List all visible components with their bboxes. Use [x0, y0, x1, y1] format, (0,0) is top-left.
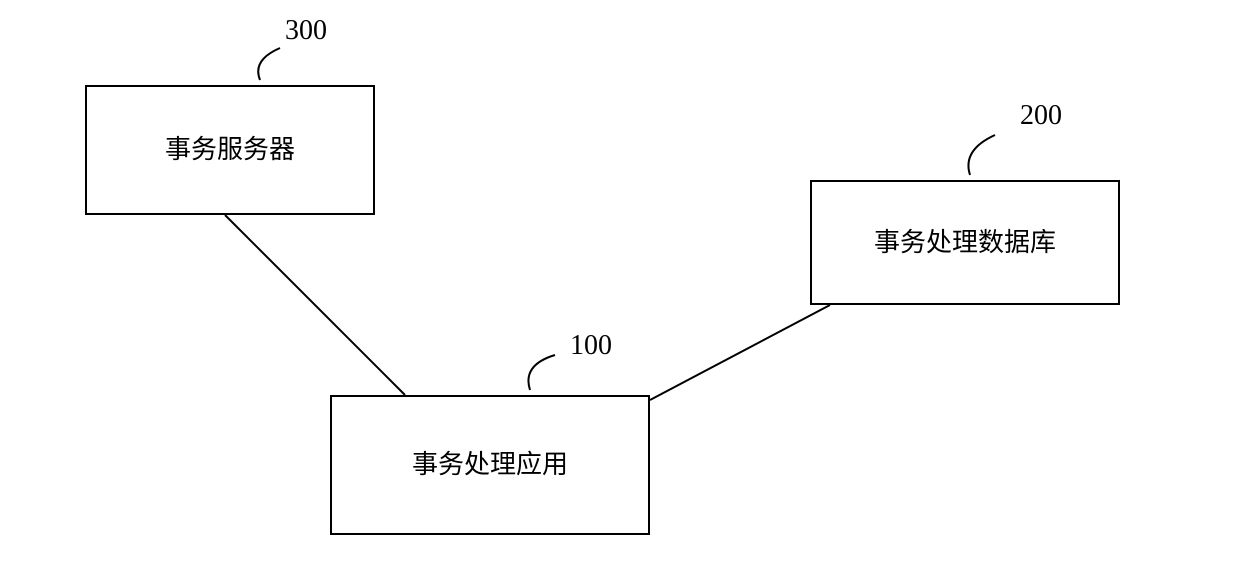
node-server-label: 事务服务器	[165, 134, 295, 165]
node-app-label: 事务处理应用	[412, 449, 568, 480]
node-database: 事务处理数据库	[810, 180, 1120, 305]
ref-connector-200	[968, 135, 995, 175]
node-app: 事务处理应用	[330, 395, 650, 535]
node-server: 事务服务器	[85, 85, 375, 215]
node-database-label: 事务处理数据库	[874, 227, 1056, 258]
ref-number-200: 200	[1020, 100, 1062, 132]
ref-number-100: 100	[570, 330, 612, 362]
edge-app-database	[650, 305, 830, 400]
ref-connector-300	[258, 48, 280, 80]
ref-connector-100	[528, 355, 555, 390]
edge-server-app	[225, 215, 405, 395]
diagram-container: 事务服务器 300 事务处理数据库 200 事务处理应用 100	[0, 0, 1239, 570]
ref-number-300: 300	[285, 15, 327, 47]
